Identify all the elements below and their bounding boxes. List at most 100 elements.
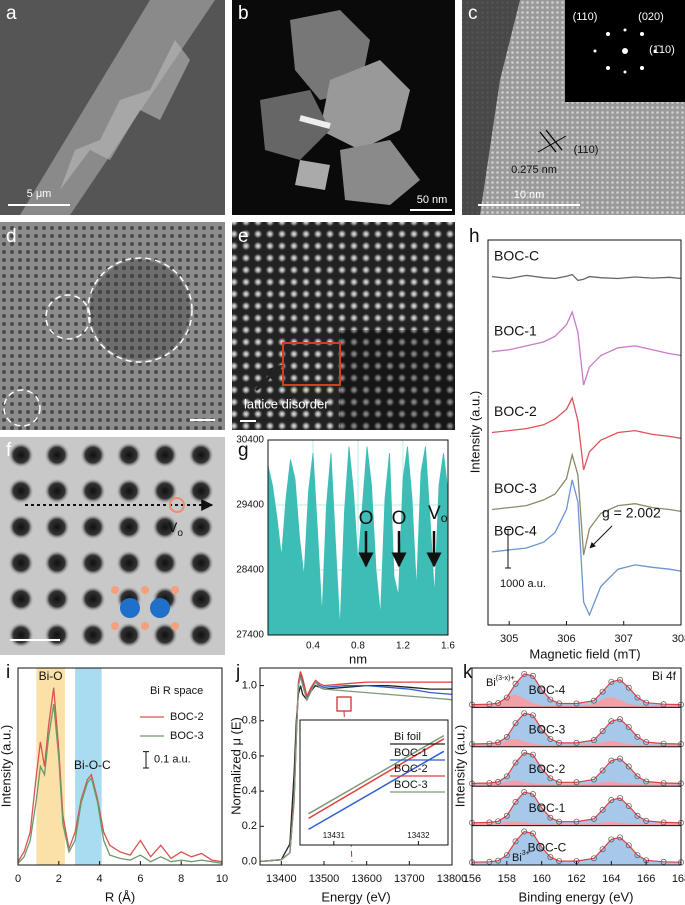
panel-b: 50 nm b: [232, 0, 455, 215]
nanosheet: [320, 60, 410, 150]
data-point: [556, 739, 563, 746]
series-line: [259, 676, 453, 863]
data-point: [573, 700, 580, 707]
haadf-image: [0, 222, 225, 430]
o-atoms: [111, 586, 179, 630]
scale-label: 5 μm: [27, 188, 52, 200]
data-point: [503, 852, 510, 859]
vacancy-marker: [169, 497, 185, 513]
data-point: [530, 672, 536, 679]
legend-label: BOC-1: [394, 747, 428, 759]
defect-circle: [3, 389, 41, 427]
panel-letter: j: [235, 662, 240, 683]
data-point: [660, 780, 667, 786]
data-point: [521, 828, 528, 835]
data-point: [573, 739, 580, 746]
data-point: [521, 749, 528, 756]
data-point: [599, 767, 606, 774]
x-tick-label: 306: [557, 633, 575, 645]
data-point: [495, 778, 502, 785]
amorphous-region: [462, 0, 520, 215]
x-tick-label: 1.6: [441, 641, 455, 652]
data-point: [625, 724, 632, 731]
plane-label: (110): [574, 144, 599, 156]
scale-label: 10 nm: [514, 189, 545, 201]
fringe-line: [545, 129, 563, 151]
y-axis-label: Intensity (a.u.): [452, 725, 467, 807]
inset-line: [308, 738, 445, 820]
data-point: [608, 836, 615, 843]
component-label: Bi3+: [512, 849, 530, 864]
data-point: [660, 858, 667, 865]
fit-line: [471, 712, 682, 745]
x-tick-label: 307: [615, 633, 633, 645]
y-tick-label: 0.8: [242, 715, 257, 727]
panel-d: d: [0, 222, 225, 430]
data-point: [556, 818, 563, 825]
data-point: [625, 684, 632, 691]
annotation-sub: o: [441, 511, 448, 525]
data-point: [512, 720, 519, 727]
legend-label: BOC-2: [170, 711, 204, 723]
plot-frame: [259, 667, 453, 866]
component-label-sup: (3-x)+: [496, 674, 515, 682]
x-tick-label: 8: [178, 873, 184, 885]
x-axis-label: R (Å): [105, 889, 135, 904]
vacancy-sub: o: [177, 528, 183, 539]
data-point: [660, 701, 667, 708]
series-line: [491, 273, 682, 282]
y-tick-label: 30400: [236, 435, 264, 446]
annotation: Vo: [428, 503, 448, 525]
series-label: BOC-1: [529, 801, 566, 815]
plot-frame: [487, 239, 682, 626]
data-point: [625, 763, 632, 770]
scale-bar: [505, 529, 511, 569]
data-point: [634, 694, 641, 701]
data-point: [512, 799, 519, 805]
series-line: [17, 704, 223, 865]
data-point: [556, 779, 563, 786]
data-point: [495, 700, 502, 707]
annotation: O: [392, 508, 407, 529]
region-label: Bi-O: [39, 669, 63, 683]
x-tick-label: 2: [56, 873, 62, 885]
series-label: BOC-4: [494, 523, 537, 539]
data-point: [634, 734, 641, 740]
component-label: Bi(3-x)+: [486, 674, 515, 689]
data-point: [547, 735, 554, 742]
y-tick-label: 1.0: [242, 679, 257, 691]
y-axis-label: Normalized μ (E): [228, 717, 243, 815]
legend-label: Bi foil: [394, 731, 421, 743]
data-point: [538, 726, 545, 733]
data-point: [599, 688, 606, 695]
panel-letter: a: [6, 3, 17, 24]
data-point: [617, 716, 623, 723]
x-axis-label: Energy (eV): [321, 889, 390, 904]
plot-frame: [471, 667, 682, 866]
bi-atoms: [120, 598, 170, 618]
data-point: [503, 812, 510, 819]
data-point: [538, 765, 545, 772]
zoom-box: [336, 696, 352, 712]
data-point: [530, 712, 536, 719]
data-point: [590, 815, 597, 822]
data-point: [538, 804, 545, 811]
data-point: [512, 680, 519, 687]
defect-circle: [87, 257, 193, 363]
data-point: [538, 844, 545, 851]
data-point: [547, 854, 554, 861]
dark-region: [340, 330, 455, 430]
data-point: [634, 812, 641, 819]
data-point: [486, 858, 493, 865]
data-point: [503, 694, 510, 701]
data-point: [599, 728, 606, 734]
data-point: [512, 759, 519, 766]
haadf-image: [0, 437, 225, 655]
data-point: [590, 737, 597, 744]
data-point: [503, 734, 510, 740]
x-tick-label: 166: [637, 873, 655, 885]
scale-bar: [143, 751, 149, 769]
data-point: [495, 857, 502, 864]
series-label: BOC-C: [528, 841, 567, 855]
